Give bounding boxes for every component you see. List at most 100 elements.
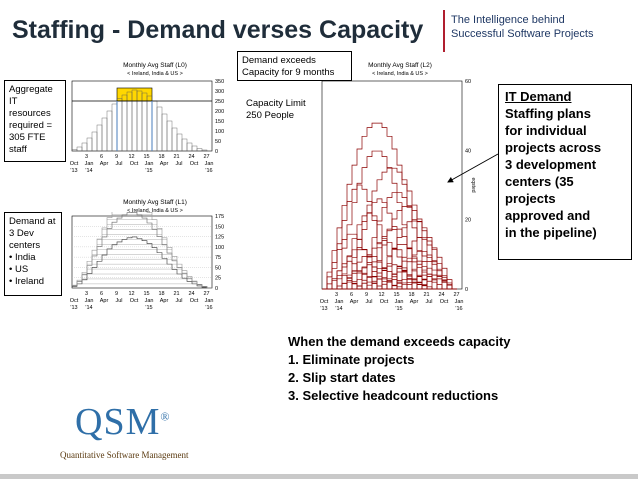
bar: [111, 103, 118, 152]
x-tick-number: 27: [453, 292, 459, 298]
project-staffing-line: [332, 281, 367, 290]
x-tick-month: Jul: [175, 161, 182, 167]
it-demand-arrow: [447, 153, 499, 183]
x-tick-year: '13: [70, 305, 77, 311]
y-tick-label: 350: [215, 79, 224, 85]
x-tick-number: 27: [203, 154, 209, 160]
x-tick-month: Oct: [130, 298, 139, 304]
project-staffing-line: [332, 150, 422, 290]
bar: [156, 106, 163, 152]
x-tick-number: 21: [423, 292, 429, 298]
x-tick-number: 3: [335, 292, 338, 298]
aggregate-callout: Aggregate IT resources required = 305 FT…: [4, 80, 66, 162]
aggregate-line: staff: [9, 144, 27, 155]
brand-divider: [443, 10, 445, 52]
x-tick-number: 12: [128, 154, 134, 160]
y-tick-label: 0: [465, 287, 468, 293]
conclusion-item: 2. Slip start dates: [288, 370, 396, 385]
chart-l1: 1751501251007550250eqsted369121518212427…: [70, 212, 224, 311]
brand-tagline: The Intelligence behind Successful Softw…: [451, 13, 593, 41]
x-tick-month: Apr: [410, 299, 419, 305]
y-tick-label: 20: [465, 218, 471, 224]
x-tick-month: Jul: [115, 298, 122, 304]
chart-l0-subtitle: < Ireland, India & US >: [127, 71, 183, 77]
footer-bar: [0, 474, 638, 479]
aggregate-line: IT: [9, 96, 18, 107]
page-title: Staffing - Demand verses Capacity: [12, 16, 424, 44]
x-tick-month: Apr: [160, 298, 169, 304]
x-tick-number: 15: [143, 291, 149, 297]
x-tick-number: 18: [158, 154, 164, 160]
project-staffing-line: [407, 267, 452, 290]
x-tick-month: Oct: [190, 161, 199, 167]
conclusion-item: 1. Eliminate projects: [288, 352, 415, 367]
chart-l1-subtitle: < Ireland, India & US >: [127, 208, 183, 214]
x-tick-year: '15: [145, 168, 152, 174]
project-staffing-line: [402, 274, 447, 290]
project-staffing-line: [392, 281, 437, 290]
bar: [176, 133, 183, 152]
x-tick-year: '16: [455, 306, 462, 312]
bar: [201, 149, 208, 152]
demand-centers-title-line: 3 Dev: [9, 228, 34, 239]
series-outline-india: [72, 236, 212, 289]
it-demand-line: 3 development: [505, 157, 597, 172]
x-tick-month: Apr: [100, 298, 109, 304]
x-tick-year: '15: [395, 306, 402, 312]
project-staffing-line: [387, 237, 457, 290]
project-staffing-line: [322, 275, 362, 290]
y-tick-label: 0: [215, 149, 218, 155]
demand-centers-callout: Demand at 3 Dev centers • India • US • I…: [4, 212, 62, 296]
x-tick-number: 18: [158, 291, 164, 297]
aggregate-line: resources: [9, 108, 51, 119]
x-tick-month: Jul: [175, 298, 182, 304]
x-tick-month: Apr: [100, 161, 109, 167]
project-staffing-line: [347, 264, 392, 290]
y-tick-label: 150: [215, 119, 224, 125]
bar: [106, 110, 113, 152]
y-tick-label: 50: [215, 265, 221, 271]
x-tick-number: 3: [85, 154, 88, 160]
x-tick-month: Jul: [115, 161, 122, 167]
bar: [101, 117, 108, 152]
x-tick-year: '14: [85, 305, 92, 311]
bar: [96, 124, 103, 152]
chart-l0: 350300250200150100500eqsted3691215182124…: [70, 79, 224, 174]
it-demand-line: approved and: [505, 208, 591, 223]
center-us: US: [14, 264, 29, 275]
it-demand-line: Staffing plans: [505, 106, 591, 121]
x-tick-number: 24: [188, 154, 194, 160]
qsm-tagline: Quantitative Software Management: [60, 450, 189, 460]
x-tick-number: 12: [128, 291, 134, 297]
x-tick-year: '16: [205, 168, 212, 174]
demand-centers-title-line: centers: [9, 240, 41, 251]
project-staffing-line: [337, 271, 382, 290]
bar: [121, 94, 128, 152]
bar: [191, 145, 198, 152]
x-tick-month: Jan: [395, 299, 404, 305]
center-india: India: [14, 252, 36, 263]
x-tick-month: Apr: [160, 161, 169, 167]
aggregate-line: Aggregate: [9, 84, 53, 95]
bar: [86, 137, 93, 152]
project-staffing-line: [417, 278, 457, 290]
qsm-logo: QSM®: [75, 400, 171, 444]
y-tick-label: 25: [215, 276, 221, 282]
conclusion-item: 3. Selective headcount reductions: [288, 388, 499, 403]
conclusion-box: When the demand exceeds capacity 1. Elim…: [288, 333, 618, 405]
y-tick-label: 0: [215, 286, 218, 292]
y-tick-label: 40: [465, 148, 471, 154]
x-tick-number: 21: [173, 291, 179, 297]
x-tick-year: '13: [70, 168, 77, 174]
project-staffing-line: [352, 240, 417, 290]
demand-centers-title-line: Demand at: [9, 216, 56, 227]
x-tick-month: Jan: [205, 298, 214, 304]
conclusion-heading: When the demand exceeds capacity: [288, 334, 511, 349]
y-tick-label: 50: [215, 139, 221, 145]
demand-exceeds-callout: Demand exceeds Capacity for 9 months: [237, 51, 352, 81]
chart-l2-title: Monthly Avg Staff (L2): [368, 62, 432, 69]
y-tick-label: 150: [215, 224, 224, 230]
x-tick-number: 9: [115, 291, 118, 297]
bar: [181, 138, 188, 152]
conclusion-list: 1. Eliminate projects 2. Slip start date…: [288, 351, 618, 405]
